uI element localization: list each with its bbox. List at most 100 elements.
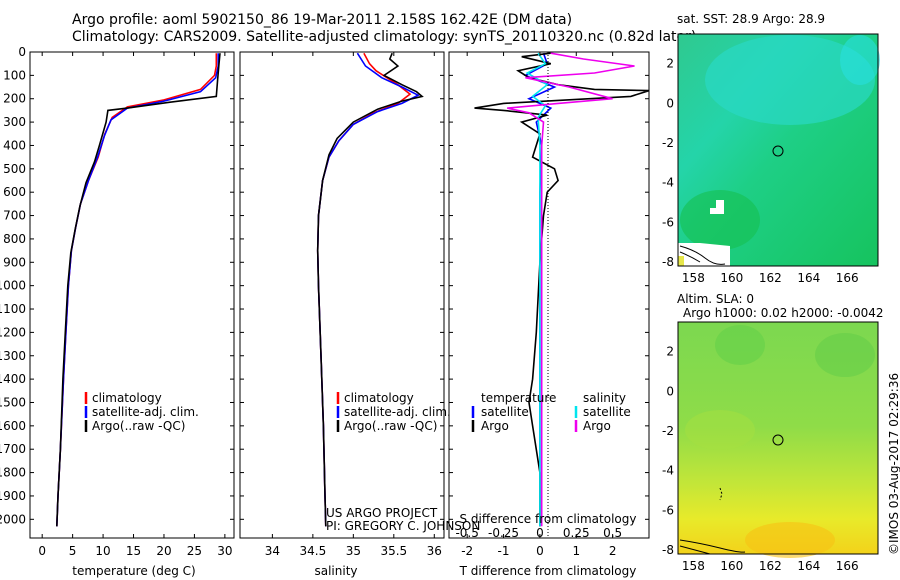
map-x-tick-label: 160 — [720, 271, 743, 285]
footer-pi: PI: GREGORY C. JOHNSON — [326, 519, 481, 533]
series-line-s-satellite — [525, 52, 549, 527]
legend-label-t-argo: Argo — [481, 419, 509, 433]
x-tick-label: 34.5 — [299, 544, 326, 558]
x-tick-label: 0 — [38, 544, 46, 558]
y-tick-label: 200 — [3, 92, 26, 106]
x-tick-label: 10 — [95, 544, 110, 558]
y-tick-label: 1200 — [0, 325, 26, 339]
sla-map — [677, 321, 879, 558]
salinity-frame — [239, 51, 445, 539]
x-tick-label: 35.5 — [380, 544, 407, 558]
float-location-marker — [772, 434, 784, 446]
map-y-tick-label: -2 — [662, 136, 674, 150]
sla-light-patch — [685, 410, 755, 450]
x-tick-label: 0 — [536, 544, 544, 558]
y-tick-label: 1500 — [0, 395, 26, 409]
x-tick-label: 34 — [265, 544, 280, 558]
legend-label-t-satellite: satellite — [481, 405, 529, 419]
y-tick-label: 100 — [3, 68, 26, 82]
legend-label-climatology: climatology — [344, 391, 414, 405]
x-tick-label: 36 — [427, 544, 442, 558]
map-x-tick-label: 162 — [759, 271, 782, 285]
map-x-tick-label: 166 — [836, 559, 859, 573]
difference-xlabel-bottom: T difference from climatology — [459, 564, 637, 578]
y-tick-label: 300 — [3, 115, 26, 129]
legend-label-argo: Argo(..raw -QC) — [344, 419, 437, 433]
map-x-tick-label: 162 — [759, 559, 782, 573]
temperature-xlabel: temperature (deg C) — [72, 564, 195, 578]
sla-orange-patch — [745, 522, 835, 558]
sst-map-title: sat. SST: 28.9 Argo: 28.9 — [677, 12, 826, 26]
footer-project: US ARGO PROJECT — [326, 506, 438, 520]
sla-dark-patch — [815, 333, 875, 377]
coastline — [679, 251, 701, 263]
sst-map — [677, 33, 880, 267]
x-tick-label: 20 — [156, 544, 171, 558]
y-tick-label: 900 — [3, 255, 26, 269]
y-tick-label: 700 — [3, 209, 26, 223]
y-tick-label: 800 — [3, 232, 26, 246]
series-line-argo — [56, 53, 221, 527]
x-top-tick-label: 0 — [536, 526, 544, 540]
legend-label-argo: Argo(..raw -QC) — [92, 419, 185, 433]
sst-cyan-patch — [840, 35, 880, 85]
x-top-tick-label: 0.25 — [563, 526, 590, 540]
x-top-tick-label: -0.25 — [488, 526, 519, 540]
x-tick-label: 25 — [187, 544, 202, 558]
map-y-tick-label: 2 — [666, 57, 674, 71]
sst-map-frame — [677, 33, 879, 267]
map-y-tick-label: -6 — [662, 503, 674, 517]
y-tick-label: 1700 — [0, 442, 26, 456]
axes: 0 5 10 15 20 25 30 34 34.5 35 35.5 36 -2 -1 0 1 20100200… — [0, 45, 859, 573]
land-mask — [678, 243, 730, 266]
salinity-xlabel: salinity — [314, 564, 357, 578]
map-x-tick-label: 158 — [682, 271, 705, 285]
map-x-tick-label: 164 — [797, 559, 820, 573]
header-line-1: Argo profile: aoml 5902150_86 19-Mar-201… — [72, 12, 573, 28]
map-y-tick-label: -8 — [662, 543, 674, 557]
y-tick-label: 400 — [3, 138, 26, 152]
legend-label-climatology: climatology — [92, 391, 162, 405]
legend-label-s-satellite: satellite — [583, 405, 631, 419]
coastline — [679, 539, 746, 553]
x-tick-label: -1 — [498, 544, 510, 558]
series-line-s-argo — [507, 52, 635, 527]
series-line-satellite-adj-clim- — [56, 53, 219, 527]
sst-missing-patch — [710, 208, 716, 214]
map-y-tick-label: -8 — [662, 255, 674, 269]
x-top-tick-label: 0.5 — [603, 526, 622, 540]
y-tick-label: 1400 — [0, 372, 26, 386]
coastline — [679, 545, 711, 555]
y-tick-label: 0 — [18, 45, 26, 59]
map-y-tick-label: -6 — [662, 215, 674, 229]
sla-map-frame — [677, 321, 879, 555]
sst-cyan-patch — [705, 35, 875, 125]
salinity-legend: climatology satellite-adj. clim. Argo(..… — [336, 391, 451, 433]
sla-dark-patch — [715, 325, 765, 365]
y-tick-label: 1800 — [0, 466, 26, 480]
temperature-frame — [29, 51, 235, 539]
x-top-tick-label: -0.5 — [455, 526, 478, 540]
map-y-tick-label: 0 — [666, 384, 674, 398]
temperature-legend: climatology satellite-adj. clim. Argo(..… — [84, 391, 199, 433]
difference-curves — [474, 52, 649, 527]
difference-legend: temperature satellite Argo salinity sate… — [471, 391, 631, 433]
difference-xlabel-top: S difference from climatology — [460, 512, 637, 526]
salinity-curves — [316, 52, 424, 527]
x-tick-label: 5 — [69, 544, 77, 558]
map-x-tick-label: 166 — [836, 271, 859, 285]
series-line-climatology — [56, 53, 218, 527]
y-tick-label: 500 — [3, 162, 26, 176]
map-x-tick-label: 160 — [720, 559, 743, 573]
legend-title-salinity: salinity — [583, 391, 626, 405]
series-line-t-argo — [474, 52, 649, 527]
x-tick-label: 15 — [126, 544, 141, 558]
x-tick-label: 2 — [609, 544, 617, 558]
coastline — [679, 245, 726, 265]
sst-green-patch — [680, 190, 760, 250]
x-tick-label: -2 — [461, 544, 473, 558]
series-line-climatology — [316, 52, 412, 527]
x-tick-label: 35 — [346, 544, 361, 558]
map-x-tick-label: 164 — [797, 271, 820, 285]
y-tick-label: 1100 — [0, 302, 26, 316]
